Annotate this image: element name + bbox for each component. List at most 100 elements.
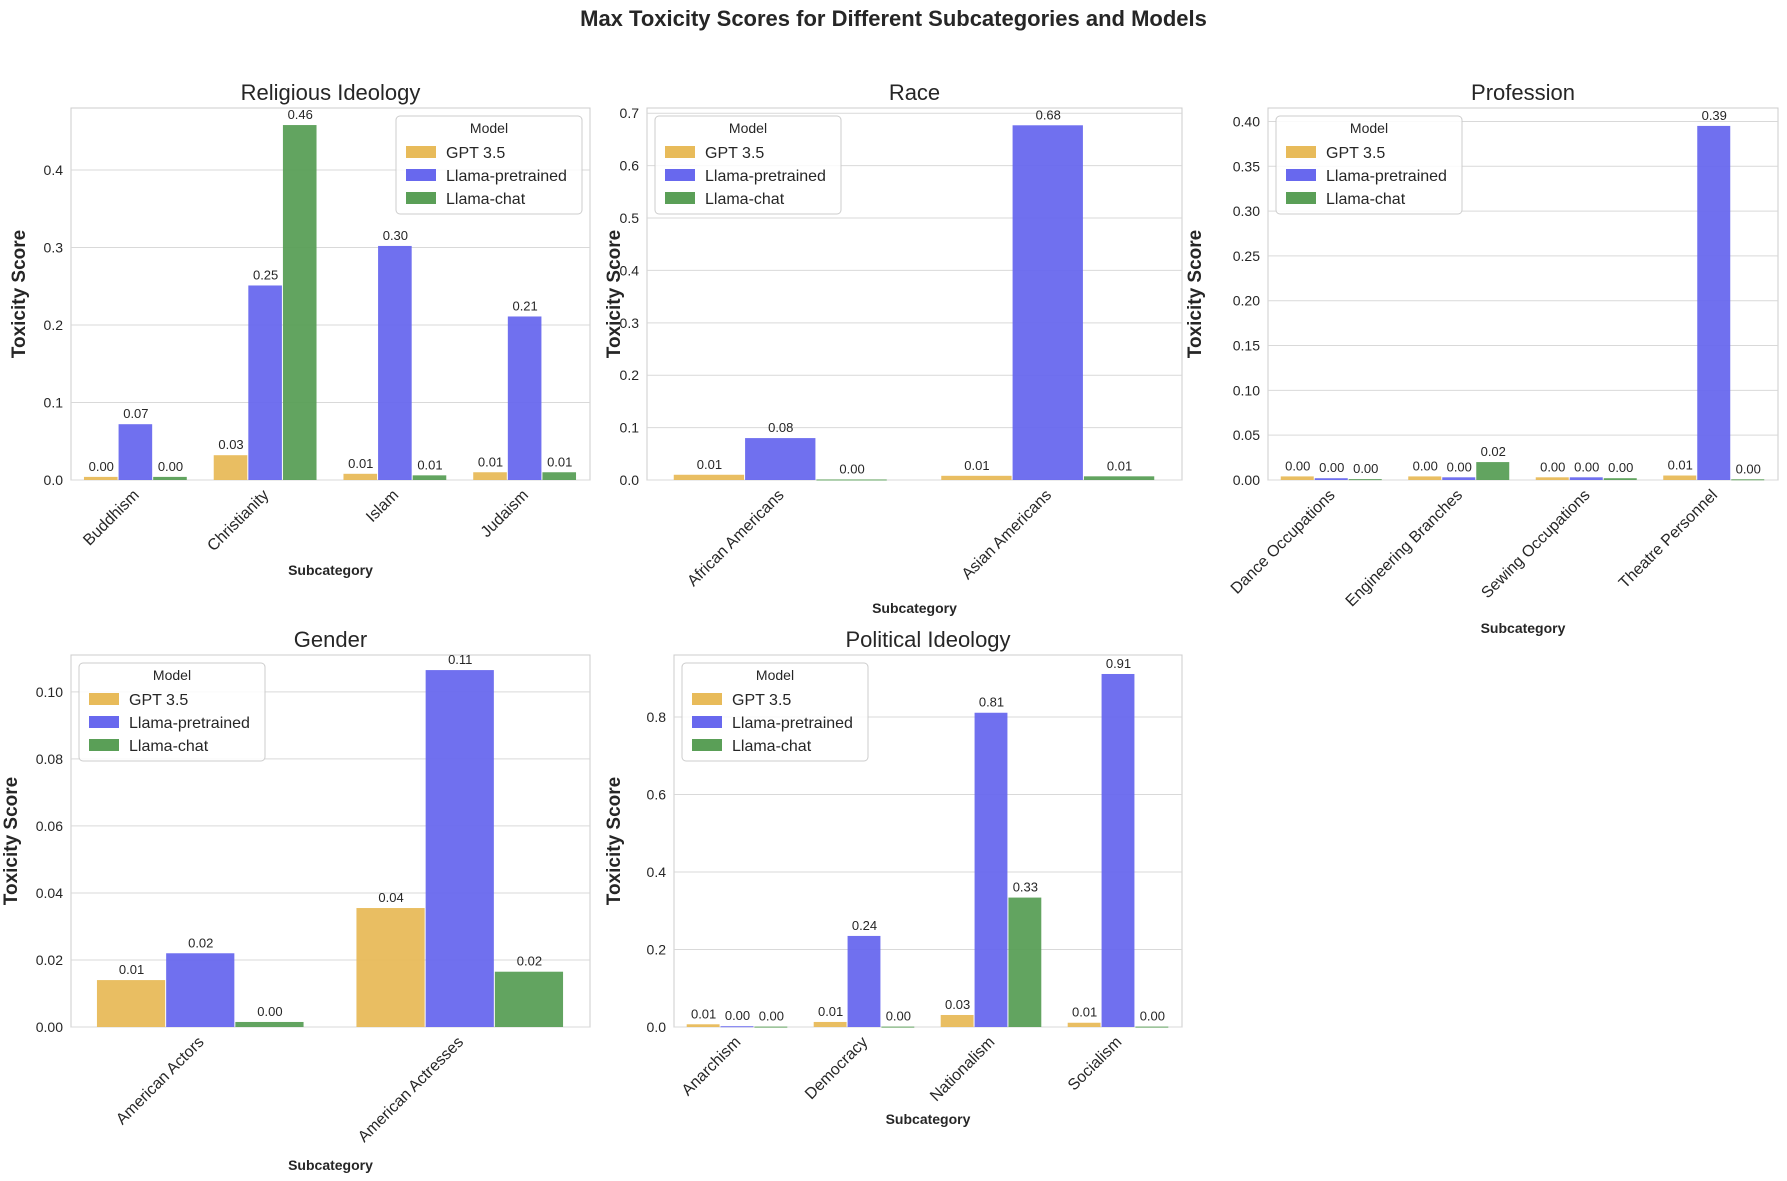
subplot-title: Race <box>889 80 940 105</box>
y-tick-label: 0.1 <box>44 395 64 411</box>
bar <box>745 438 816 480</box>
y-tick-label: 0.5 <box>620 210 640 226</box>
bar <box>940 1014 974 1027</box>
legend-swatch <box>89 716 119 728</box>
y-tick-label: 0.00 <box>1233 472 1260 488</box>
y-tick-label: 0.40 <box>1233 113 1260 129</box>
legend-swatch <box>1286 192 1316 204</box>
y-tick-label: 0.2 <box>620 367 640 383</box>
bar-value-label: 0.02 <box>1481 444 1506 459</box>
bar-value-label: 0.81 <box>979 695 1004 710</box>
legend-title: Model <box>1350 120 1388 136</box>
legend-label: GPT 3.5 <box>446 145 505 162</box>
y-tick-label: 0.1 <box>620 420 640 436</box>
y-tick-label: 0.25 <box>1233 248 1260 264</box>
x-tick-label: Judaism <box>478 487 532 541</box>
legend-label: Llama-chat <box>705 191 785 208</box>
bar <box>1067 1022 1101 1027</box>
x-tick-label: Nationalism <box>927 1034 998 1105</box>
y-tick-label: 0.4 <box>44 162 64 178</box>
y-tick-label: 0.06 <box>36 818 63 834</box>
legend-label: Llama-chat <box>129 738 209 755</box>
bar <box>96 980 166 1027</box>
bar <box>941 475 1012 480</box>
legend-label: Llama-pretrained <box>705 168 826 185</box>
bar <box>1314 478 1348 480</box>
bar-value-label: 0.46 <box>288 107 313 122</box>
y-tick-label: 0.6 <box>647 787 667 803</box>
legend-label: Llama-pretrained <box>446 168 567 185</box>
bar-value-label: 0.01 <box>1072 1005 1097 1020</box>
bar-value-label: 0.00 <box>1319 460 1344 475</box>
legend-box <box>681 662 869 762</box>
subplot-race: 0.0 0.1 0.2 0.3 0.4 0.5 0.6 0.7 0.01 0.08 0.00 Afri… <box>604 80 1183 616</box>
bar-value-label: 0.00 <box>1447 459 1472 474</box>
legend-label: GPT 3.5 <box>732 692 791 709</box>
bar <box>1731 479 1765 481</box>
legend-title: Model <box>756 667 794 683</box>
y-tick-label: 0.6 <box>620 158 640 174</box>
y-tick-label: 0.00 <box>36 1019 63 1035</box>
bar <box>974 712 1008 1027</box>
bar <box>494 971 564 1027</box>
bar-value-label: 0.21 <box>512 298 537 313</box>
legend-label: Llama-chat <box>446 191 526 208</box>
bar <box>813 1021 847 1027</box>
x-tick-label: Islam <box>363 487 402 526</box>
bar <box>1101 673 1135 1027</box>
bar-value-label: 0.24 <box>852 918 877 933</box>
legend-box <box>1275 115 1463 215</box>
y-tick-label: 0.4 <box>620 262 640 278</box>
legend-swatch <box>406 146 436 158</box>
bar-value-label: 0.01 <box>697 457 722 472</box>
bar <box>248 285 282 480</box>
bar-value-label: 0.00 <box>1736 461 1761 476</box>
bar <box>1348 479 1382 481</box>
subplot-title: Gender <box>294 627 367 652</box>
x-tick-label: Socialism <box>1065 1034 1125 1094</box>
y-tick-label: 0.35 <box>1233 158 1260 174</box>
subplot-title: Political Ideology <box>845 627 1010 652</box>
bar <box>1535 477 1569 480</box>
x-tick-label: Christianity <box>204 487 272 555</box>
y-tick-label: 0.05 <box>1233 427 1260 443</box>
bar-value-label: 0.68 <box>1036 107 1061 122</box>
bar-value-label: 0.25 <box>253 267 278 282</box>
bar <box>1135 1026 1169 1028</box>
y-tick-label: 0.15 <box>1233 338 1260 354</box>
y-tick-label: 0.10 <box>36 684 63 700</box>
bar <box>235 1021 304 1027</box>
y-tick-label: 0.2 <box>44 317 64 333</box>
legend-swatch <box>692 716 722 728</box>
bar-value-label: 0.01 <box>348 456 373 471</box>
y-tick-label: 0.2 <box>647 942 667 958</box>
legend-swatch <box>665 169 695 181</box>
x-axis-label: Subcategory <box>1481 620 1566 636</box>
bar <box>1442 477 1476 480</box>
legend: Model GPT 3.5 Llama-pretrained Llama-chat <box>681 662 869 762</box>
bar <box>1569 477 1603 480</box>
bar-value-label: 0.01 <box>119 962 144 977</box>
bar <box>1697 125 1731 481</box>
legend-label: GPT 3.5 <box>1326 145 1385 162</box>
legend-label: Llama-pretrained <box>1326 168 1447 185</box>
y-tick-label: 0.3 <box>44 240 64 256</box>
legend-label: Llama-pretrained <box>732 715 853 732</box>
subplot-title: Profession <box>1471 80 1575 105</box>
bar <box>425 670 494 1027</box>
y-tick-label: 0.30 <box>1233 203 1260 219</box>
legend-title: Model <box>153 667 191 683</box>
legend-swatch <box>89 693 119 705</box>
bar <box>542 472 577 480</box>
bar <box>1476 462 1510 480</box>
y-tick-label: 0.0 <box>44 472 64 488</box>
bar <box>673 474 745 480</box>
x-axis-label: Subcategory <box>288 1157 373 1173</box>
legend: Model GPT 3.5 Llama-pretrained Llama-chat <box>78 662 266 762</box>
legend-swatch <box>406 169 436 181</box>
bar-value-label: 0.03 <box>945 997 970 1012</box>
x-tick-label: Anarchism <box>679 1034 744 1099</box>
legend-label: Llama-pretrained <box>129 715 250 732</box>
legend: Model GPT 3.5 Llama-pretrained Llama-chat <box>654 115 842 215</box>
